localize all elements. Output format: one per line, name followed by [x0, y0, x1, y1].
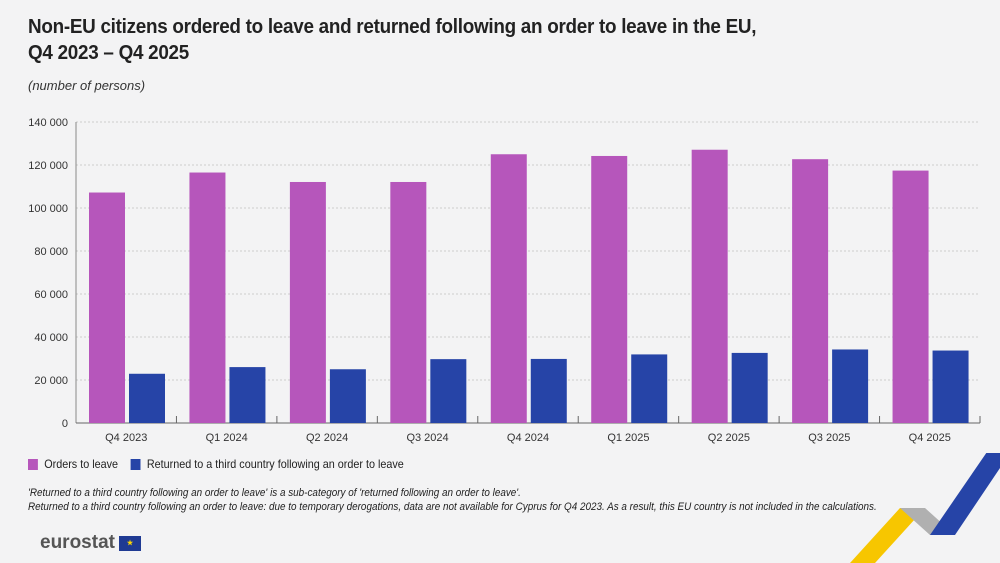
decorative-stripes — [850, 453, 1000, 563]
eurostat-logo: eurostat ★ — [40, 532, 141, 554]
x-tick-label: Q1 2024 — [206, 432, 248, 444]
footnote: 'Returned to a third country following a… — [28, 487, 521, 499]
bar-orders — [792, 159, 829, 423]
bar-chart: 0 20 000 40 000 60 000 80 000 100 000 120 000 1… — [28, 117, 981, 444]
chart-title: Non-EU citizens ordered to leave and ret… — [28, 14, 764, 66]
x-tick-label: Q3 2025 — [808, 432, 850, 444]
bar-returned — [430, 359, 467, 423]
legend-label: Returned to a third country following an… — [146, 457, 404, 471]
x-tick-label: Q3 2024 — [406, 432, 448, 444]
legend-label: Orders to leave — [44, 457, 119, 471]
title-line-2: Q4 2023 – Q4 2025 — [28, 41, 189, 64]
legend-swatch — [28, 458, 38, 470]
bar-returned — [731, 352, 768, 423]
legend-swatch — [130, 458, 141, 470]
yellow-stripe — [850, 508, 925, 563]
x-tick-label: Q1 2025 — [607, 432, 649, 444]
bar-orders — [591, 155, 628, 423]
y-tick-label: 0 — [62, 418, 68, 430]
footnotes: 'Returned to a third country following a… — [28, 486, 928, 514]
bar-orders — [390, 181, 427, 423]
y-tick-label: 120 000 — [28, 160, 68, 172]
bar-returned — [631, 354, 668, 423]
bar-returned — [932, 350, 969, 423]
legend-item-orders: Orders to leave — [28, 457, 118, 471]
x-tick-label: Q4 2023 — [105, 432, 147, 444]
bar-orders — [691, 149, 728, 424]
eu-flag-icon: ★ — [118, 535, 141, 551]
bar-returned — [129, 373, 165, 423]
bar-orders — [289, 181, 326, 423]
bar-orders — [189, 172, 226, 423]
x-tick-label: Q4 2024 — [507, 432, 549, 444]
logo-text: eurostat — [40, 532, 115, 553]
chart-subtitle: (number of persons) — [28, 78, 146, 93]
bar-orders — [490, 154, 527, 423]
y-tick-label: 100 000 — [28, 203, 68, 215]
footnote: Returned to a third country following an… — [28, 501, 877, 513]
y-tick-label: 60 000 — [34, 289, 68, 301]
legend: Orders to leave Returned to a third coun… — [28, 457, 404, 471]
x-tick-label: Q2 2025 — [708, 432, 750, 444]
bar-returned — [329, 369, 366, 423]
legend-item-returned: Returned to a third country following an… — [130, 457, 404, 471]
bar-returned — [530, 358, 567, 423]
bar-returned — [229, 367, 266, 423]
y-tick-label: 20 000 — [34, 375, 68, 387]
y-tick-label: 140 000 — [28, 117, 68, 129]
x-tick-label: Q2 2024 — [306, 432, 348, 444]
bar-orders — [89, 192, 125, 423]
blue-stripe — [930, 453, 1000, 535]
bar-orders — [892, 170, 929, 423]
y-tick-label: 40 000 — [34, 332, 68, 344]
bar-returned — [832, 349, 869, 423]
title-line-1: Non-EU citizens ordered to leave and ret… — [28, 15, 757, 38]
y-tick-label: 80 000 — [34, 246, 68, 258]
x-tick-label: Q4 2025 — [909, 432, 951, 444]
